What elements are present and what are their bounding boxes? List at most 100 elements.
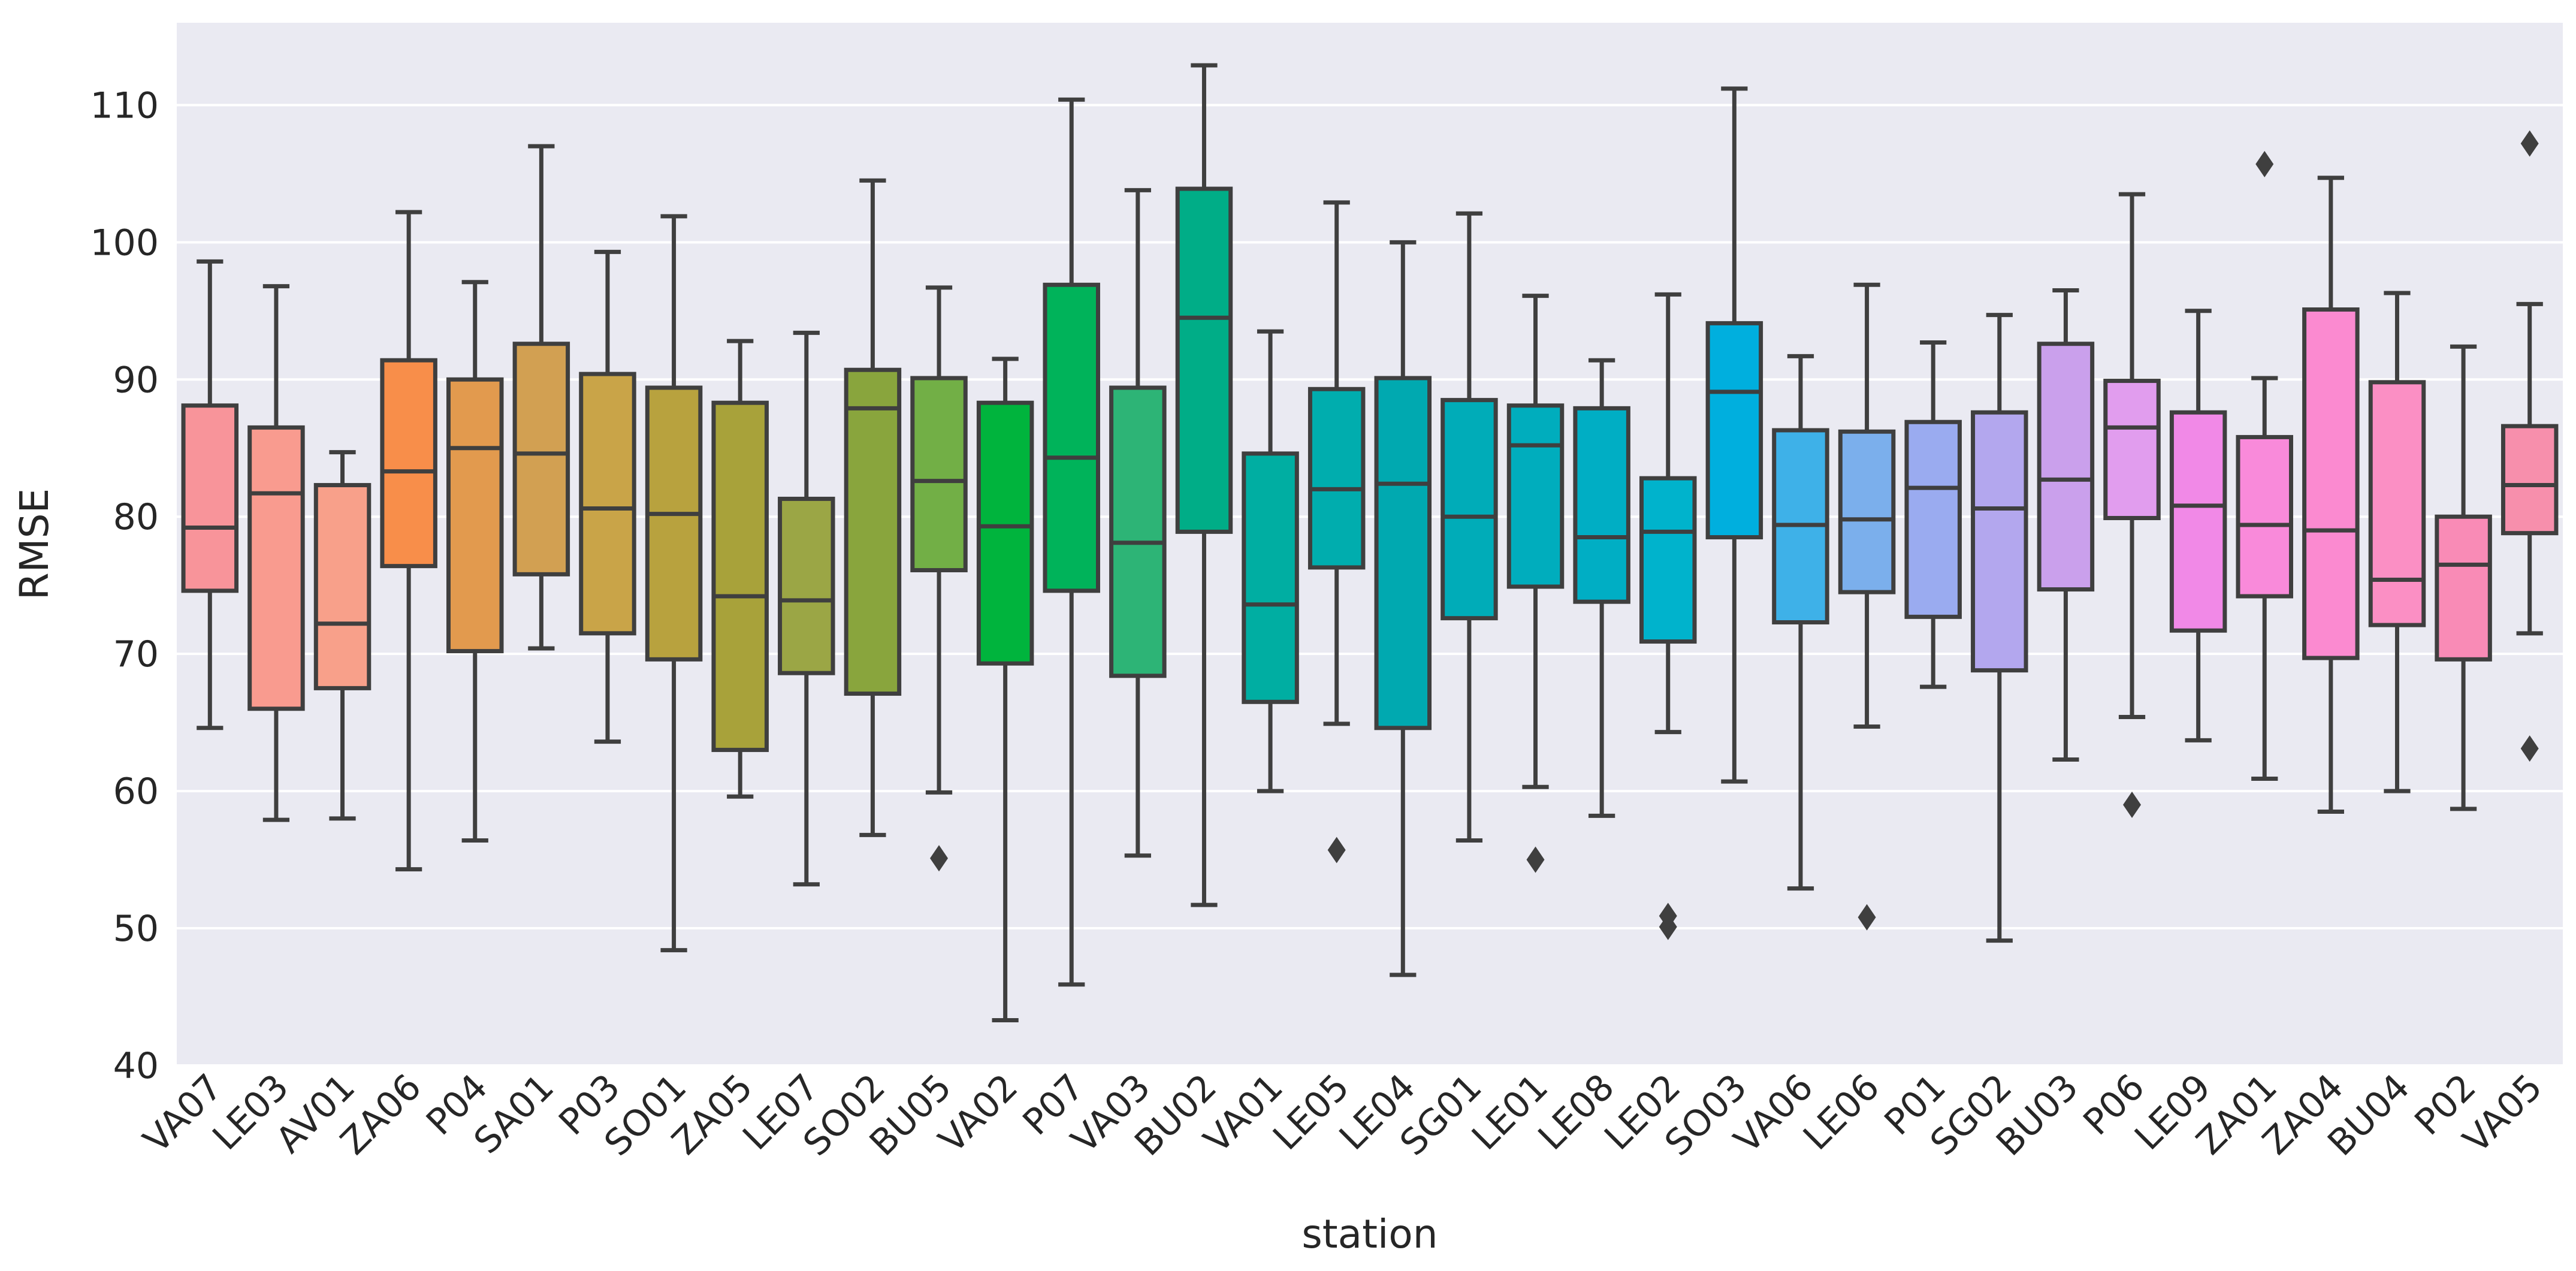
box-LE03 (247, 284, 305, 822)
box-iqr (645, 385, 703, 662)
box-LE02 (1639, 292, 1697, 940)
x-tick-label: LE01 (1464, 1066, 1556, 1158)
box-P06 (2103, 192, 2161, 818)
box-iqr (1904, 419, 1962, 619)
y-tick-label: 70 (113, 633, 159, 675)
box-VA02 (976, 357, 1034, 1022)
outlier-point (1858, 904, 1876, 931)
x-tick-label: VA05 (2455, 1066, 2550, 1161)
box-LE08 (1573, 358, 1630, 818)
x-axis-title: station (1301, 1211, 1438, 1257)
box-iqr (844, 367, 902, 696)
box-P07 (1043, 97, 1100, 987)
box-iqr (778, 496, 835, 675)
box-iqr (512, 342, 570, 576)
box-BU04 (2368, 291, 2426, 793)
box-ZA05 (711, 339, 769, 799)
box-ZA06 (380, 210, 437, 872)
grid-lines (177, 104, 2563, 1067)
y-tick-label: 60 (113, 771, 159, 813)
box-AV01 (313, 450, 372, 821)
box-iqr (1573, 406, 1630, 604)
box-VA07 (181, 259, 239, 730)
outlier-point (2520, 735, 2539, 762)
box-P03 (579, 249, 636, 744)
box-VA03 (1109, 188, 1167, 858)
box-iqr (910, 376, 968, 572)
boxes (181, 63, 2559, 1022)
box-ZA01 (2236, 150, 2293, 781)
box-LE07 (778, 330, 835, 887)
box-iqr (1175, 186, 1233, 534)
box-iqr (1838, 429, 1896, 594)
box-SG02 (1971, 313, 2028, 943)
box-iqr (2368, 380, 2426, 627)
outlier-point (1659, 902, 1677, 929)
box-iqr (181, 403, 239, 593)
box-LE09 (2169, 309, 2227, 742)
box-VA06 (1772, 354, 1829, 891)
box-ZA04 (2302, 176, 2360, 814)
box-VA01 (1242, 329, 1299, 793)
y-tick-labels: 40 50 60 70 80 90 100 110 (90, 84, 159, 1087)
box-SO03 (1705, 86, 1763, 784)
box-SA01 (512, 144, 570, 651)
x-tick-label: LE05 (1265, 1066, 1357, 1158)
outlier-point (1327, 837, 1346, 864)
outlier-point (930, 845, 949, 872)
box-iqr (2103, 379, 2161, 520)
box-iqr (579, 372, 636, 636)
y-tick-label: 50 (113, 908, 159, 950)
box-SO01 (645, 214, 703, 953)
y-tick-label: 40 (113, 1045, 159, 1087)
x-tick-label: VA02 (931, 1066, 1026, 1161)
box-iqr (1971, 410, 2028, 673)
box-iqr (1506, 403, 1565, 589)
box-P02 (2435, 344, 2492, 811)
box-iqr (2037, 342, 2095, 592)
box-BU03 (2037, 288, 2095, 762)
box-LE01 (1506, 294, 1565, 873)
box-P01 (1904, 340, 1962, 689)
box-LE05 (1307, 200, 1366, 864)
box-iqr (380, 358, 437, 569)
box-iqr (2500, 424, 2559, 536)
box-iqr (2236, 434, 2293, 599)
box-iqr (1242, 451, 1299, 704)
box-BU02 (1175, 63, 1233, 907)
box-iqr (1374, 376, 1432, 730)
x-tick-label: VA01 (1196, 1066, 1291, 1161)
y-tick-label: 100 (90, 222, 159, 264)
box-iqr (313, 483, 372, 690)
box-iqr (2435, 514, 2492, 662)
box-iqr (2169, 410, 2227, 633)
box-iqr (1043, 282, 1100, 593)
box-iqr (1109, 385, 1167, 678)
box-iqr (2302, 307, 2360, 660)
outlier-point (1526, 846, 1545, 873)
box-iqr (1705, 321, 1763, 540)
y-axis-title: RMSE (11, 488, 58, 600)
box-SO02 (844, 178, 902, 837)
box-iqr (1307, 387, 1366, 570)
box-iqr (711, 400, 769, 752)
box-iqr (446, 377, 504, 654)
box-iqr (247, 425, 305, 711)
box-VA05 (2500, 130, 2559, 762)
outlier-point (2255, 150, 2274, 177)
box-LE06 (1838, 282, 1896, 931)
box-iqr (1639, 476, 1697, 644)
outlier-point (2123, 792, 2142, 818)
outlier-point (2520, 130, 2539, 157)
box-P04 (446, 280, 504, 843)
box-iqr (1440, 398, 1498, 621)
plot-area (177, 23, 2563, 1065)
x-tick-label: LE08 (1530, 1066, 1623, 1158)
box-iqr (976, 400, 1034, 666)
y-tick-label: 80 (113, 496, 159, 538)
box-LE04 (1374, 240, 1432, 977)
y-tick-label: 90 (113, 359, 159, 401)
y-tick-label: 110 (90, 84, 159, 126)
box-SG01 (1440, 211, 1498, 843)
